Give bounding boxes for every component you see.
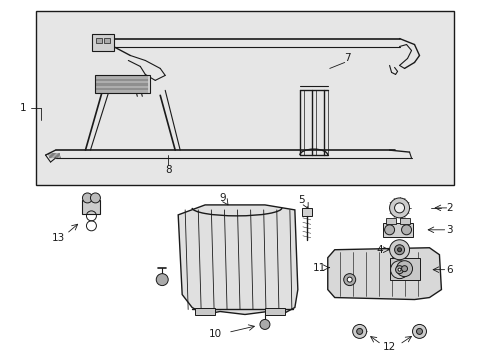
Text: 1: 1: [20, 103, 26, 113]
Circle shape: [82, 193, 92, 203]
Circle shape: [384, 225, 394, 235]
Circle shape: [412, 324, 426, 338]
Text: 10: 10: [208, 329, 221, 339]
Circle shape: [343, 274, 355, 285]
Text: 13: 13: [52, 233, 65, 243]
Bar: [389, 258, 419, 280]
Polygon shape: [327, 248, 441, 300]
Circle shape: [401, 266, 407, 272]
Circle shape: [356, 328, 362, 334]
Circle shape: [389, 240, 408, 260]
Circle shape: [346, 277, 351, 282]
Text: 6: 6: [445, 265, 452, 275]
Bar: [92, 33, 114, 51]
Bar: [36, 11, 453, 185]
Bar: [104, 37, 110, 42]
Circle shape: [416, 328, 422, 334]
Bar: [385, 218, 395, 224]
Circle shape: [260, 319, 269, 329]
Circle shape: [396, 261, 412, 276]
Circle shape: [397, 248, 401, 252]
Text: 3: 3: [445, 225, 452, 235]
Circle shape: [395, 266, 403, 274]
Text: 9: 9: [219, 193, 226, 203]
Text: 7: 7: [344, 54, 350, 63]
Circle shape: [401, 225, 411, 235]
Bar: [95, 75, 150, 93]
Bar: [82, 200, 100, 214]
Circle shape: [394, 245, 404, 255]
Circle shape: [390, 261, 407, 279]
Circle shape: [90, 193, 100, 203]
Bar: [195, 307, 215, 315]
Text: 5: 5: [298, 195, 305, 205]
Text: 12: 12: [382, 342, 395, 352]
Bar: [399, 218, 408, 224]
Polygon shape: [178, 205, 297, 315]
Text: 8: 8: [164, 165, 171, 175]
Circle shape: [397, 268, 400, 271]
Bar: [96, 37, 102, 42]
Text: 11: 11: [312, 263, 326, 273]
Bar: [264, 307, 285, 315]
Bar: [301, 208, 311, 216]
Circle shape: [156, 274, 168, 285]
Circle shape: [394, 203, 404, 213]
Circle shape: [352, 324, 366, 338]
Text: 4: 4: [376, 245, 382, 255]
Circle shape: [389, 198, 408, 218]
Bar: [382, 223, 412, 237]
Text: 2: 2: [445, 203, 452, 213]
